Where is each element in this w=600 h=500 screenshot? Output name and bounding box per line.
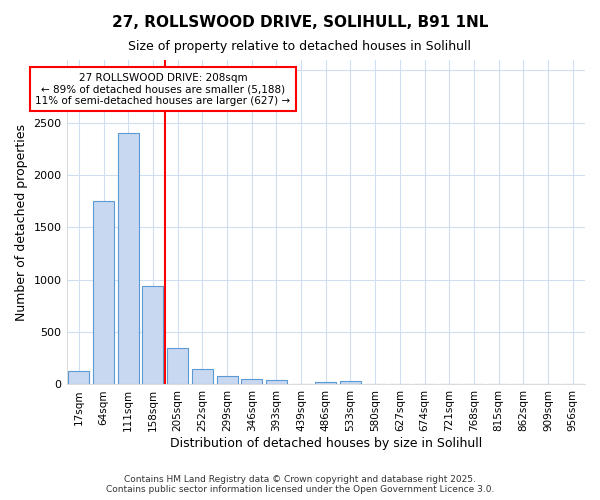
Bar	[68, 372, 89, 384]
Bar	[192, 369, 213, 384]
Text: Contains HM Land Registry data © Crown copyright and database right 2025.
Contai: Contains HM Land Registry data © Crown c…	[106, 475, 494, 494]
Text: 27, ROLLSWOOD DRIVE, SOLIHULL, B91 1NL: 27, ROLLSWOOD DRIVE, SOLIHULL, B91 1NL	[112, 15, 488, 30]
Y-axis label: Number of detached properties: Number of detached properties	[15, 124, 28, 320]
Bar	[266, 380, 287, 384]
Bar	[167, 348, 188, 385]
Text: Size of property relative to detached houses in Solihull: Size of property relative to detached ho…	[128, 40, 472, 53]
Bar	[118, 134, 139, 384]
Bar	[217, 376, 238, 384]
Text: 27 ROLLSWOOD DRIVE: 208sqm
← 89% of detached houses are smaller (5,188)
11% of s: 27 ROLLSWOOD DRIVE: 208sqm ← 89% of deta…	[35, 72, 290, 106]
Bar	[340, 382, 361, 384]
Bar	[93, 202, 114, 384]
Bar	[241, 378, 262, 384]
Bar	[142, 286, 163, 384]
X-axis label: Distribution of detached houses by size in Solihull: Distribution of detached houses by size …	[170, 437, 482, 450]
Bar	[315, 382, 336, 384]
